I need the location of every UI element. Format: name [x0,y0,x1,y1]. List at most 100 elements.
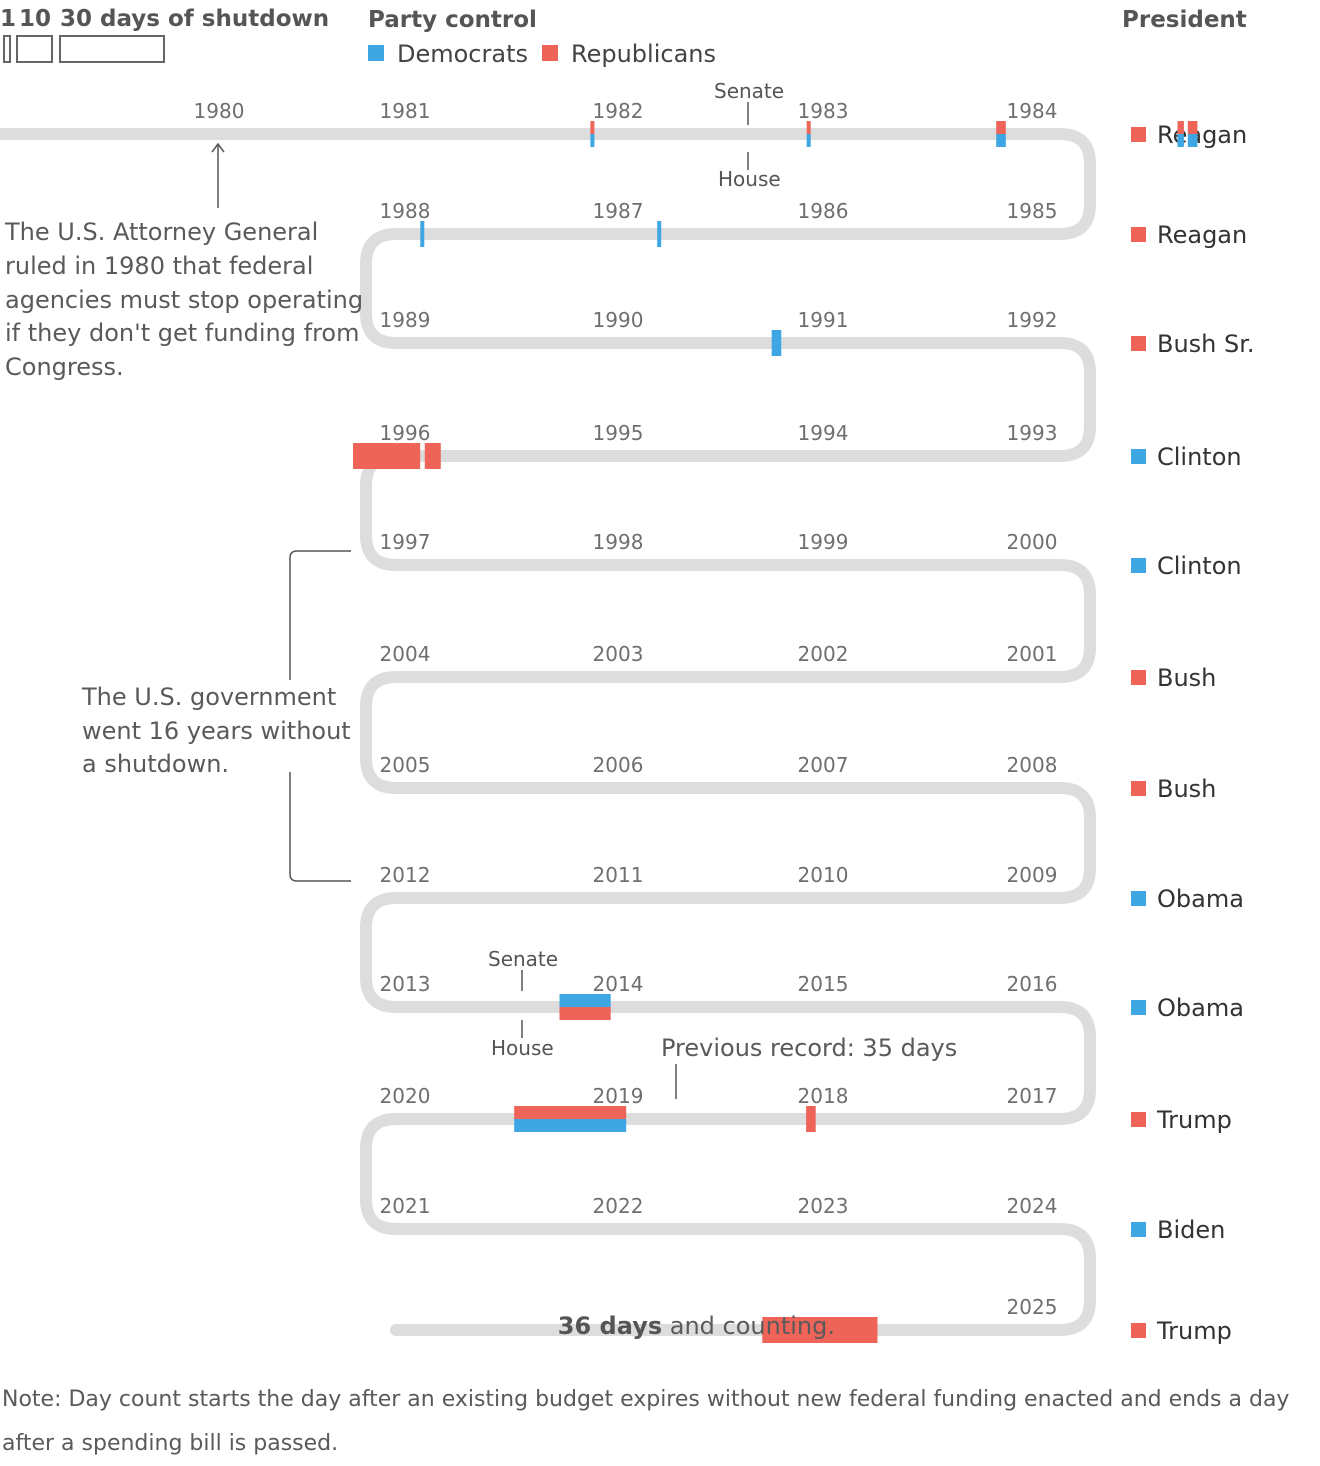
president-label-7: Obama [1157,885,1244,913]
shutdown-5-senate [657,221,662,234]
year-label-2024: 2024 [1007,1194,1058,1218]
shutdown-12-house [514,1119,627,1132]
year-label-1984: 1984 [1007,99,1058,123]
house-label-2013: House [491,1036,554,1060]
republicans-label: Republicans [571,40,716,68]
shutdown-1-senate [806,121,811,134]
shutdown-11-senate [806,1106,816,1119]
president-label-6: Bush [1157,775,1216,803]
president-swatch-1 [1131,227,1146,242]
year-label-1989: 1989 [380,308,431,332]
size-swatch-30 [59,35,165,63]
year-label-2017: 2017 [1007,1084,1058,1108]
shutdown-9-house [352,456,421,469]
year-label-2018: 2018 [798,1084,849,1108]
president-swatch-4 [1131,558,1146,573]
year-label-1990: 1990 [593,308,644,332]
shutdown-4-senate [1187,121,1198,134]
shutdown-13-senate [762,1317,878,1330]
year-label-1992: 1992 [1007,308,1058,332]
president-swatch-2 [1131,336,1146,351]
year-label-1982: 1982 [593,99,644,123]
year-label-2007: 2007 [798,753,849,777]
shutdown-3-senate [1177,121,1184,134]
president-title: President [1122,7,1247,33]
year-label-2010: 2010 [798,863,849,887]
ag-annotation-line4: if they don't get funding from [5,319,359,347]
previous-record-label: Previous record: 35 days [661,1034,957,1062]
shutdown-10-senate [559,994,611,1007]
year-label-2013: 2013 [380,972,431,996]
year-label-2022: 2022 [593,1194,644,1218]
president-swatch-3 [1131,449,1146,464]
bracket-top [289,550,351,680]
no-shutdown-line3: a shutdown. [82,750,229,778]
ag-arrow-head [211,142,225,153]
party-control-title: Party control [368,7,537,33]
president-swatch-0 [1131,127,1146,142]
year-label-2005: 2005 [380,753,431,777]
year-label-1980: 1980 [194,99,245,123]
president-swatch-6 [1131,781,1146,796]
year-label-1995: 1995 [593,421,644,445]
shutdown-13-house [762,1330,878,1343]
shutdown-6-senate [420,221,425,234]
shutdown-10-house [559,1007,611,1020]
president-label-1: Reagan [1157,221,1247,249]
house-label-1983: House [718,167,781,191]
senate-label-1983: Senate [714,79,784,103]
footnote: Note: Day count starts the day after an … [2,1387,1290,1456]
size-legend-30: 30 days of shutdown [60,6,329,32]
year-label-1985: 1985 [1007,199,1058,223]
ag-annotation-line1: The U.S. Attorney General [4,218,318,246]
president-swatch-11 [1131,1323,1146,1338]
shutdown-4-house [1187,134,1198,147]
president-label-9: Trump [1156,1106,1232,1134]
president-swatch-7 [1131,891,1146,906]
year-label-2009: 2009 [1007,863,1058,887]
shutdown-6-house [420,234,425,247]
year-label-2021: 2021 [380,1194,431,1218]
democrats-swatch [368,45,384,61]
year-label-2006: 2006 [593,753,644,777]
year-label-1996: 1996 [380,421,431,445]
size-legend-1: 1 [0,6,16,32]
president-swatch-8 [1131,1000,1146,1015]
year-label-2016: 2016 [1007,972,1058,996]
senate-label-2013: Senate [488,947,558,971]
shutdown-3-house [1177,134,1184,147]
year-label-2004: 2004 [380,642,431,666]
ag-annotation-line2: ruled in 1980 that federal [5,252,313,280]
current-shutdown-label: 36 days and counting. [558,1312,835,1340]
year-label-1999: 1999 [798,530,849,554]
bracket-bottom [289,772,351,882]
president-label-3: Clinton [1157,443,1242,471]
democrats-label: Democrats [397,40,528,68]
president-label-0: Reagan [1157,121,1247,149]
year-label-2015: 2015 [798,972,849,996]
president-label-2: Bush Sr. [1157,330,1255,358]
president-label-11: Trump [1156,1317,1232,1345]
year-label-2023: 2023 [798,1194,849,1218]
shutdown-2-house [996,134,1006,147]
president-label-4: Clinton [1157,552,1242,580]
year-label-2002: 2002 [798,642,849,666]
shutdown-11-house [806,1119,816,1132]
year-label-2001: 2001 [1007,642,1058,666]
shutdown-7-house [771,343,782,356]
size-swatch-1 [3,35,11,63]
president-swatch-10 [1131,1222,1146,1237]
year-label-1981: 1981 [380,99,431,123]
shutdown-0-senate [590,121,595,134]
no-shutdown-line1: The U.S. government [81,683,336,711]
year-label-2000: 2000 [1007,530,1058,554]
year-label-2020: 2020 [380,1084,431,1108]
year-label-1997: 1997 [380,530,431,554]
year-label-1987: 1987 [593,199,644,223]
shutdown-2-senate [996,121,1006,134]
president-labels: Reagan Reagan Bush Sr. Clinton Clinton Bush Bu… [1131,121,1255,1345]
year-label-1983: 1983 [798,99,849,123]
year-label-1988: 1988 [380,199,431,223]
president-label-10: Biden [1157,1216,1225,1244]
president-label-5: Bush [1157,664,1216,692]
